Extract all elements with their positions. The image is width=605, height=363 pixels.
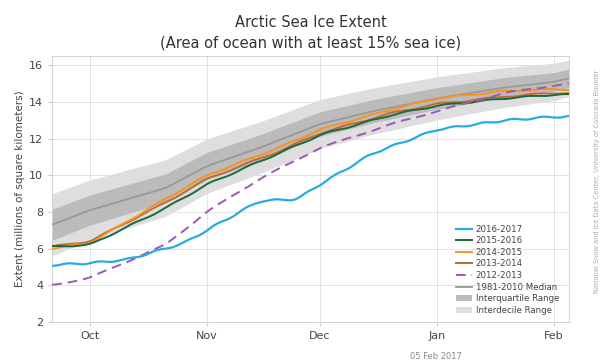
Legend: 2016-2017, 2015-2016, 2014-2015, 2013-2014, 2012-2013, 1981-2010 Median, Interqu: 2016-2017, 2015-2016, 2014-2015, 2013-20… <box>456 225 560 315</box>
Title: Arctic Sea Ice Extent
(Area of ocean with at least 15% sea ice): Arctic Sea Ice Extent (Area of ocean wit… <box>160 15 461 51</box>
Text: 05 Feb 2017: 05 Feb 2017 <box>410 352 462 361</box>
Text: National Snow and Ice Data Center, University of Colorado Boulder: National Snow and Ice Data Center, Unive… <box>594 70 600 293</box>
Y-axis label: Extent (millions of square kilometers): Extent (millions of square kilometers) <box>15 91 25 287</box>
